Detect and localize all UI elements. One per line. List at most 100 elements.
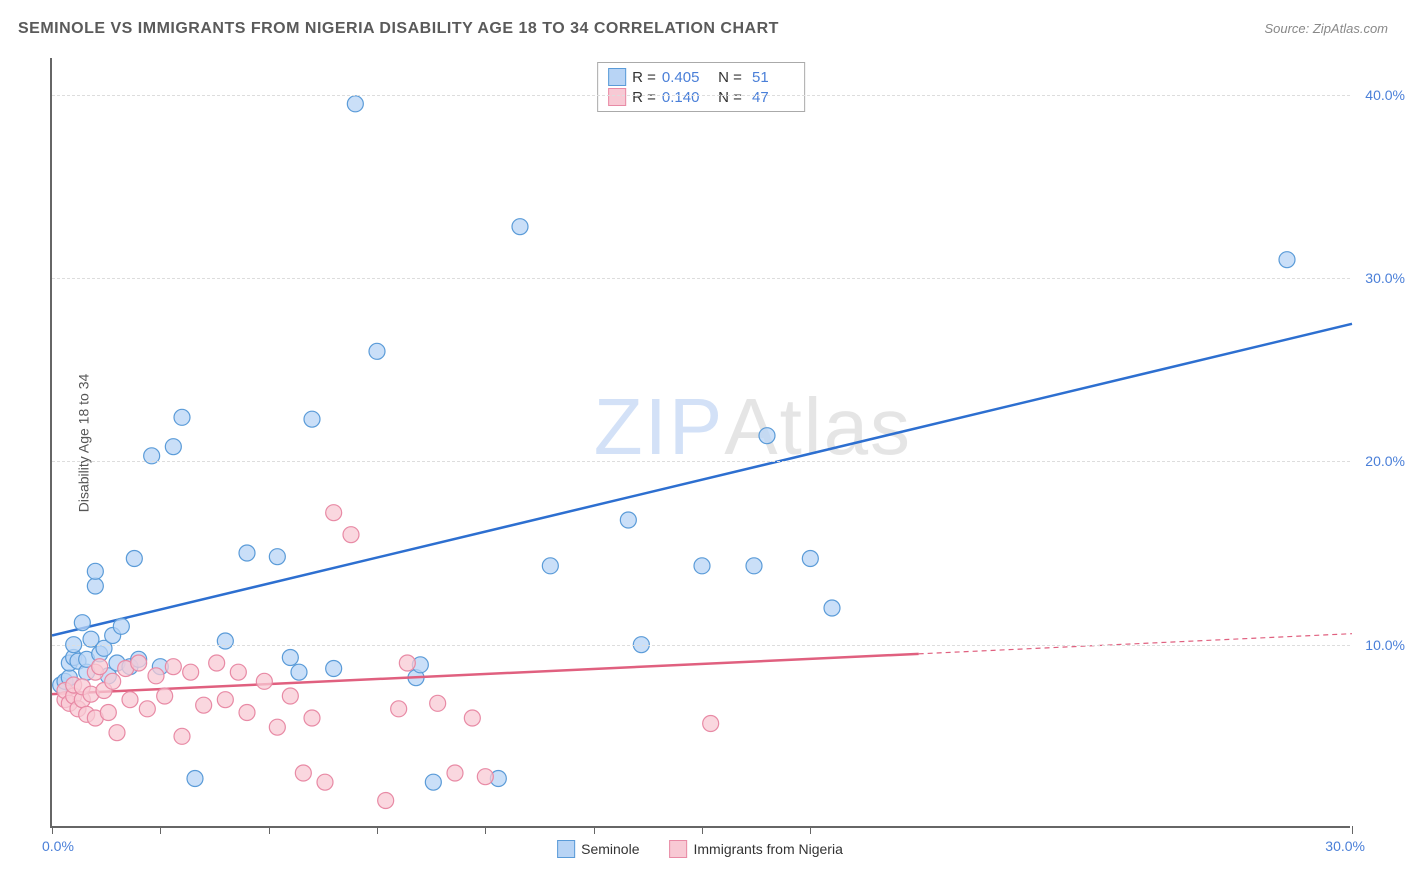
data-point [1279,252,1295,268]
data-point [269,549,285,565]
legend-item: Seminole [557,840,639,858]
gridline [52,278,1350,279]
legend-r-label: R = [632,89,656,106]
legend-swatch [608,68,626,86]
data-point [269,719,285,735]
data-point [87,578,103,594]
data-point [157,688,173,704]
data-point [109,725,125,741]
data-point [542,558,558,574]
gridline [52,461,1350,462]
legend-r-value: 0.405 [662,69,708,86]
data-point [148,668,164,684]
legend-n-label: N = [714,89,742,106]
x-tick [1352,826,1353,834]
x-tick [52,826,53,834]
data-point [239,705,255,721]
y-tick-label: 20.0% [1365,453,1405,469]
data-point [326,505,342,521]
chart-title: SEMINOLE VS IMMIGRANTS FROM NIGERIA DISA… [18,20,779,38]
data-point [512,219,528,235]
data-point [347,96,363,112]
data-point [131,655,147,671]
data-point [87,563,103,579]
data-point [74,615,90,631]
legend-swatch [670,840,688,858]
data-point [183,664,199,680]
x-tick [269,826,270,834]
data-point [694,558,710,574]
data-point [802,551,818,567]
y-tick-label: 40.0% [1365,87,1405,103]
legend-swatch [557,840,575,858]
data-point [256,673,272,689]
data-point [239,545,255,561]
series-legend: Seminole Immigrants from Nigeria [557,840,843,858]
legend-r-value: 0.140 [662,89,708,106]
data-point [165,439,181,455]
data-point [746,558,762,574]
data-point [282,650,298,666]
chart-area: ZIPAtlas R =0.405 N = 51R =0.140 N = 47 … [50,58,1350,828]
data-point [369,343,385,359]
data-point [304,710,320,726]
data-point [139,701,155,717]
data-point [399,655,415,671]
data-point [165,659,181,675]
x-tick-label: 0.0% [42,838,74,854]
data-point [187,771,203,787]
data-point [378,793,394,809]
y-axis-label: Disability Age 18 to 34 [75,374,91,513]
legend-row: R = 0.405 N = 51 [608,67,794,87]
data-point [126,551,142,567]
legend-item: Immigrants from Nigeria [670,840,843,858]
data-point [304,411,320,427]
legend-label: Seminole [581,841,639,857]
data-point [291,664,307,680]
data-point [317,774,333,790]
y-tick-label: 10.0% [1365,637,1405,653]
data-point [464,710,480,726]
data-point [282,688,298,704]
y-tick-label: 30.0% [1365,270,1405,286]
legend-swatch [608,88,626,106]
legend-r-label: R = [632,69,656,86]
x-tick [702,826,703,834]
x-tick [810,826,811,834]
data-point [209,655,225,671]
legend-label: Immigrants from Nigeria [694,841,843,857]
data-point [824,600,840,616]
data-point [92,659,108,675]
data-point [759,428,775,444]
data-point [113,618,129,634]
data-point [326,661,342,677]
x-tick [377,826,378,834]
data-point [122,692,138,708]
gridline [52,95,1350,96]
data-point [477,769,493,785]
chart-header: SEMINOLE VS IMMIGRANTS FROM NIGERIA DISA… [18,20,1388,38]
data-point [230,664,246,680]
x-tick [594,826,595,834]
legend-n-value: 47 [748,89,794,106]
legend-n-value: 51 [748,69,794,86]
correlation-legend: R = 0.405 N = 51 R = 0.140 N = 47 [597,62,805,112]
data-point [105,673,121,689]
data-point [425,774,441,790]
x-tick [160,826,161,834]
legend-n-label: N = [714,69,742,86]
gridline [52,645,1350,646]
x-tick [485,826,486,834]
data-point [100,705,116,721]
trend-line [52,654,919,694]
data-point [447,765,463,781]
data-point [217,692,233,708]
data-point [174,728,190,744]
data-point [196,697,212,713]
scatter-svg [52,58,1350,826]
legend-row: R = 0.140 N = 47 [608,87,794,107]
source-attribution: Source: ZipAtlas.com [1264,21,1388,36]
data-point [217,633,233,649]
data-point [295,765,311,781]
data-point [174,409,190,425]
